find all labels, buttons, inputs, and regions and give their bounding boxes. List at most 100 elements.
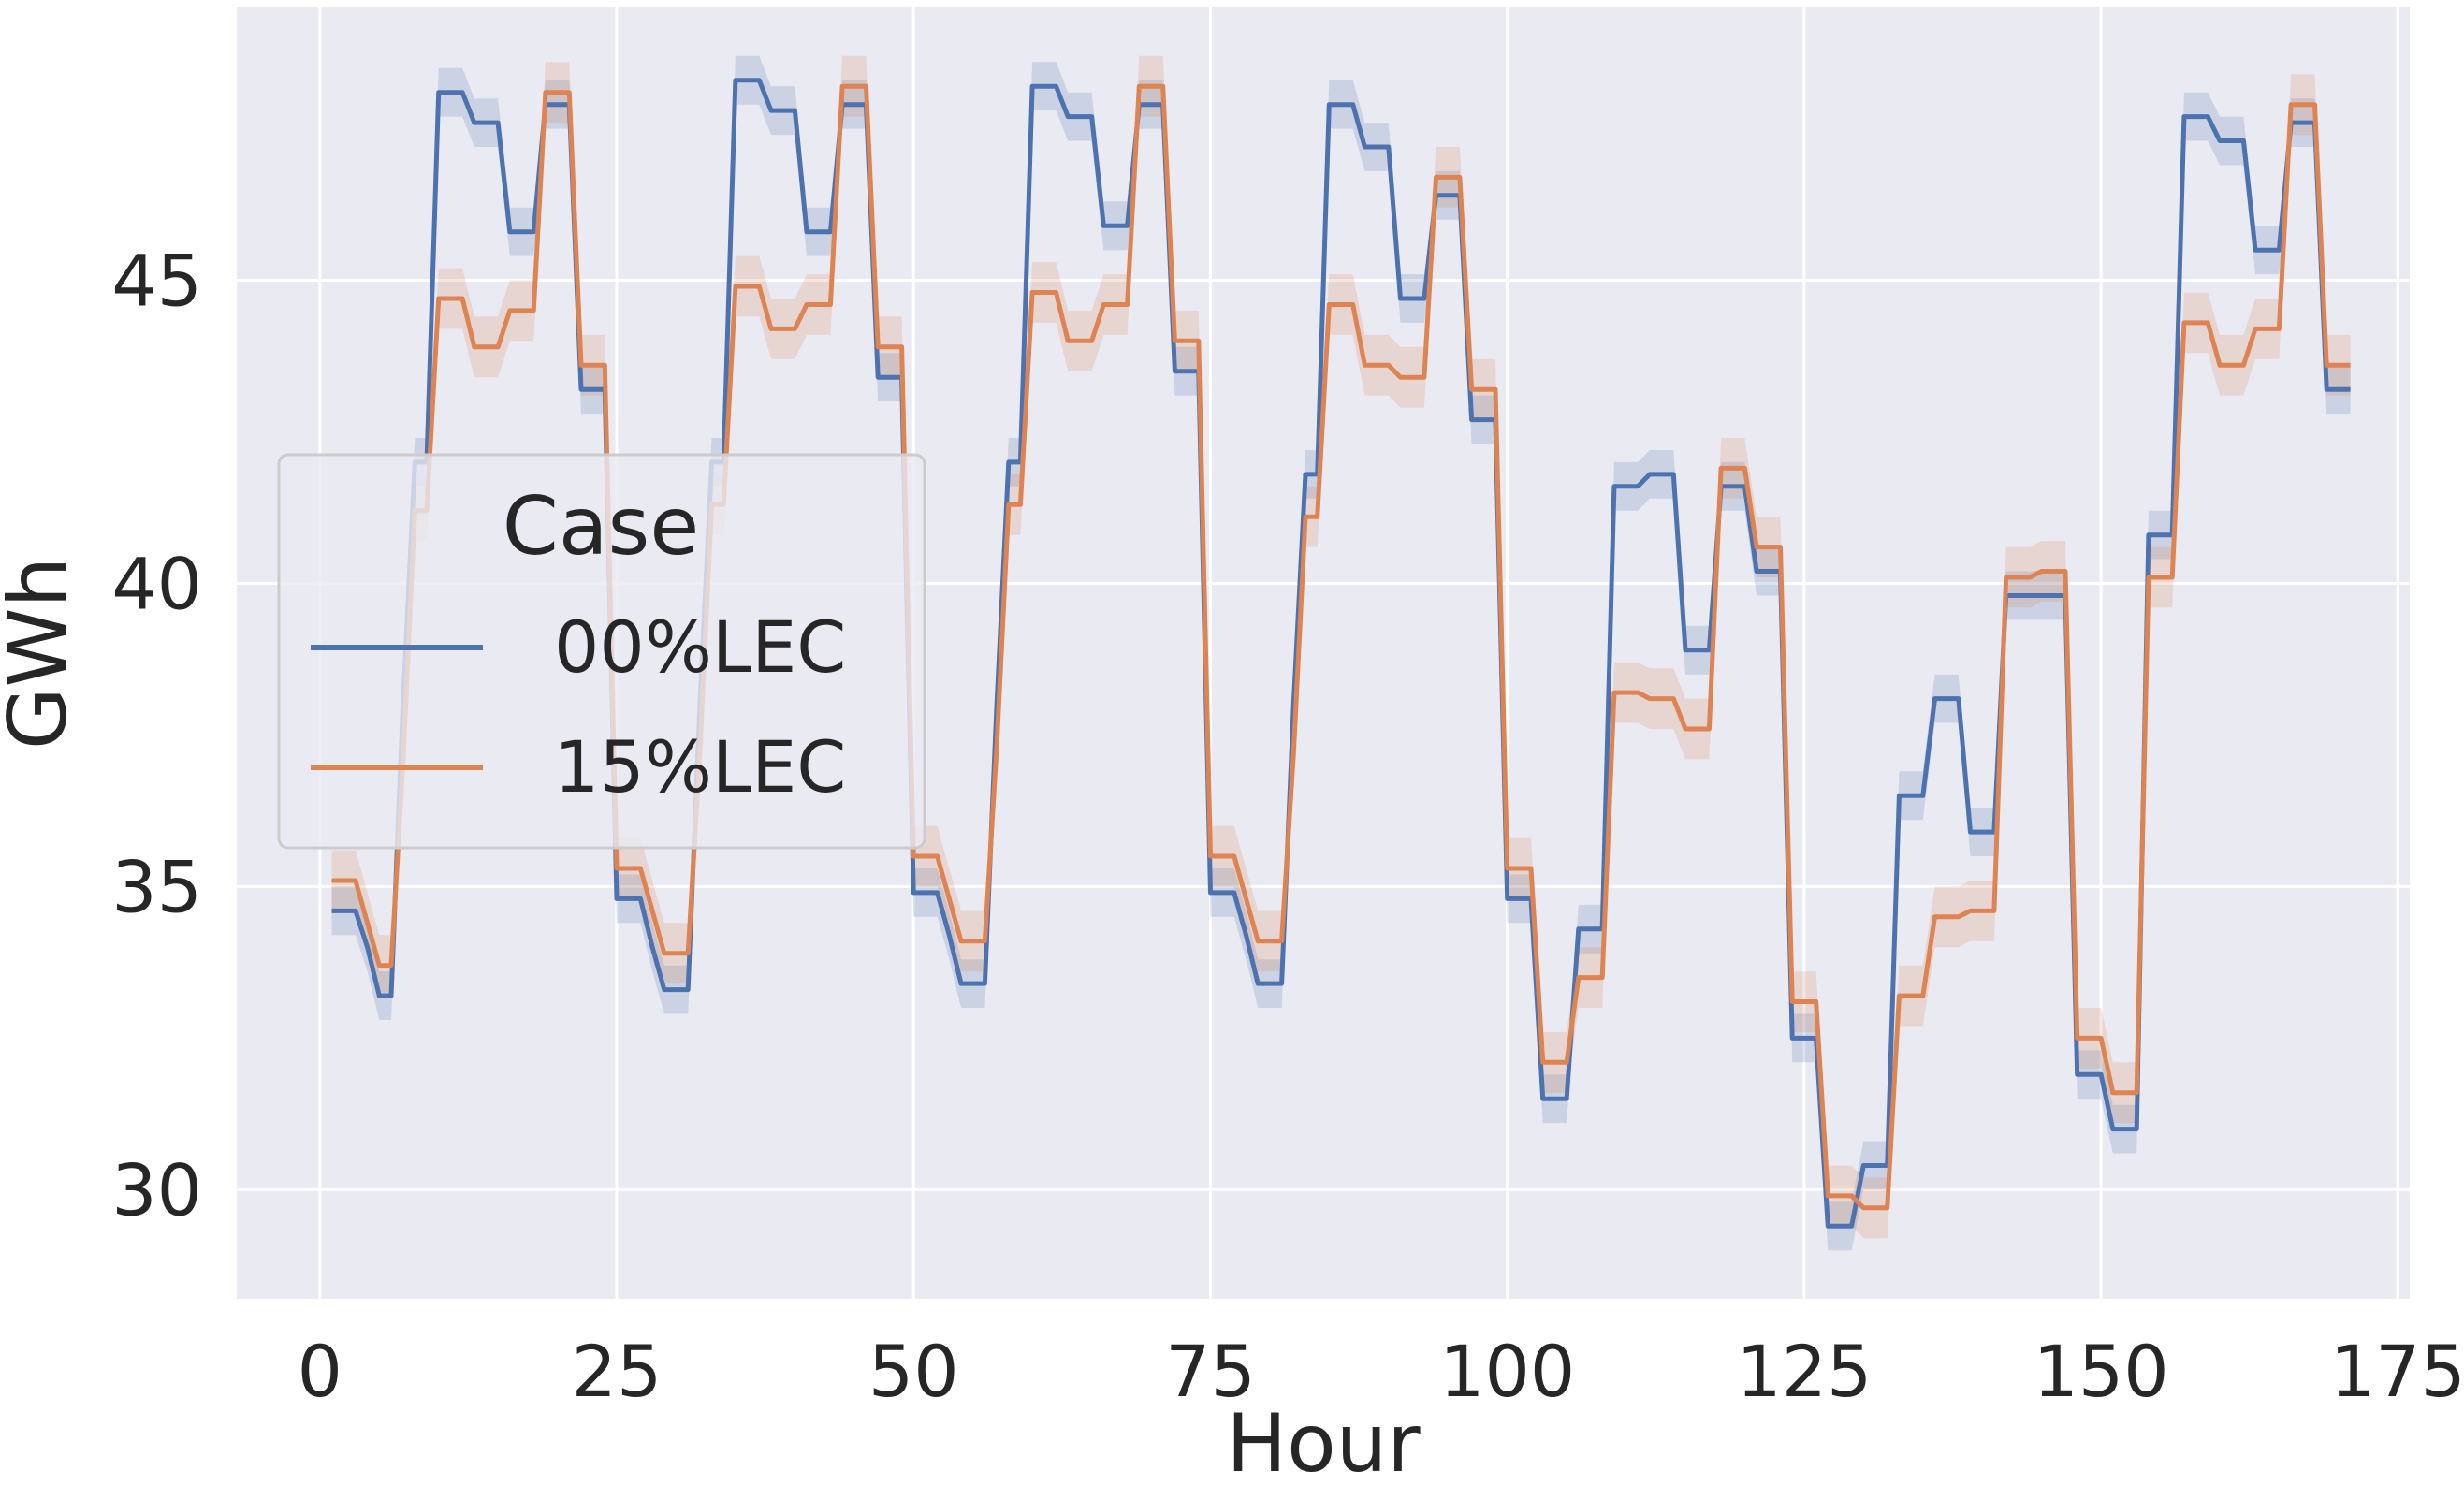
- data-point-00-lec-65: [1386, 145, 1391, 150]
- data-point-15-lec-116: [2289, 102, 2294, 107]
- data-point-15-lec-99: [1991, 909, 1996, 913]
- data-point-00-lec-62: [1327, 102, 1332, 107]
- data-point-15-lec-76: [1576, 975, 1581, 980]
- data-point-15-lec-15: [567, 90, 572, 95]
- data-point-15-lec-18: [615, 867, 620, 871]
- data-point-00-lec-63: [1350, 102, 1355, 107]
- data-point-00-lec-18: [615, 896, 620, 901]
- data-point-00-lec-49: [1125, 224, 1130, 228]
- data-point-15-lec-51: [1160, 84, 1165, 89]
- data-point-15-lec-101: [2028, 575, 2033, 580]
- legend-frame: [277, 453, 926, 850]
- data-point-00-lec-58: [1279, 982, 1284, 986]
- data-point-15-lec-37: [935, 854, 940, 859]
- data-point-15-lec-72: [1505, 867, 1509, 871]
- data-point-15-lec-73: [1529, 867, 1534, 871]
- data-point-00-lec-95: [1920, 794, 1925, 798]
- data-point-15-lec-3: [377, 963, 382, 968]
- y-tick-label-45: 45: [111, 240, 202, 323]
- data-point-15-lec-108: [2146, 575, 2151, 580]
- data-point-15-lec-42: [1006, 502, 1011, 507]
- data-point-15-lec-85: [1742, 466, 1747, 471]
- data-point-00-lec-108: [2146, 532, 2151, 537]
- y-axis-label: GWh: [0, 557, 85, 750]
- series-lines: [329, 78, 2351, 1229]
- data-point-15-lec-106: [2110, 1090, 2115, 1095]
- data-point-15-lec-49: [1125, 302, 1130, 307]
- data-point-15-lec-82: [1684, 727, 1688, 732]
- data-point-15-lec-32: [840, 84, 845, 89]
- y-tick-label-40: 40: [111, 542, 202, 625]
- data-point-15-lec-26: [733, 284, 737, 289]
- y-axis-ticks: 30 35 40 45: [111, 240, 202, 1232]
- data-point-15-lec-84: [1719, 466, 1724, 471]
- data-point-15-lec-62: [1327, 302, 1332, 307]
- data-point-15-lec-92: [1861, 1205, 1866, 1210]
- data-point-15-lec-20: [650, 909, 655, 913]
- data-point-00-lec-107: [2135, 1127, 2139, 1131]
- data-point-00-lec-60: [1304, 472, 1308, 476]
- x-tick-label-125: 125: [1736, 1330, 1872, 1413]
- data-point-00-lec-79: [1636, 484, 1640, 488]
- data-point-15-lec-69: [1457, 175, 1462, 180]
- data-point-00-lec-27: [757, 78, 762, 82]
- y-tick-label-30: 30: [111, 1148, 202, 1231]
- data-point-15-lec-54: [1208, 854, 1213, 859]
- data-point-15-lec-0: [329, 879, 334, 883]
- data-point-00-lec-28: [769, 109, 774, 113]
- data-point-00-lec-96: [1932, 696, 1937, 701]
- confidence-bands: [331, 55, 2351, 1251]
- data-point-15-lec-47: [1089, 339, 1094, 343]
- data-point-15-lec-78: [1611, 691, 1616, 695]
- x-axis-label: Hour: [1226, 1397, 1421, 1491]
- data-point-00-lec-82: [1684, 648, 1688, 652]
- data-point-15-lec-36: [911, 854, 916, 859]
- data-point-00-lec-36: [911, 890, 916, 895]
- data-point-15-lec-10: [472, 344, 476, 349]
- data-point-00-lec-47: [1089, 114, 1094, 119]
- data-point-15-lec-44: [1030, 290, 1035, 295]
- data-point-00-lec-72: [1505, 896, 1509, 901]
- data-point-15-lec-79: [1636, 691, 1640, 695]
- data-point-00-lec-74: [1540, 1097, 1545, 1101]
- data-point-00-lec-67: [1422, 297, 1426, 301]
- data-point-15-lec-27: [757, 284, 762, 289]
- data-point-15-lec-58: [1279, 939, 1284, 943]
- data-point-15-lec-90: [1826, 1193, 1830, 1198]
- data-point-00-lec-3: [377, 994, 382, 998]
- data-point-00-lec-37: [935, 890, 940, 895]
- data-point-00-lec-113: [2241, 138, 2246, 143]
- data-point-15-lec-65: [1386, 363, 1391, 368]
- data-point-15-lec-2: [365, 921, 370, 925]
- data-point-15-lec-103: [2063, 569, 2068, 574]
- data-point-15-lec-64: [1363, 363, 1367, 368]
- data-point-15-lec-60: [1304, 515, 1308, 519]
- data-point-00-lec-75: [1565, 1097, 1569, 1101]
- data-point-00-lec-19: [638, 896, 643, 901]
- data-point-00-lec-54: [1208, 890, 1213, 895]
- data-point-15-lec-107: [2135, 1090, 2139, 1095]
- data-point-00-lec-10: [472, 121, 476, 125]
- data-point-15-lec-118: [2325, 363, 2329, 368]
- data-point-00-lec-98: [1968, 830, 1973, 835]
- data-point-15-lec-77: [1600, 975, 1605, 980]
- data-point-15-lec-96: [1932, 914, 1937, 919]
- data-point-00-lec-26: [733, 78, 737, 82]
- data-point-15-lec-102: [2039, 569, 2044, 574]
- data-point-00-lec-92: [1861, 1163, 1866, 1168]
- legend-title: Case: [503, 480, 699, 574]
- data-point-15-lec-21: [662, 951, 666, 955]
- data-point-15-lec-95: [1920, 994, 1925, 998]
- data-point-00-lec-112: [2218, 138, 2223, 143]
- data-point-15-lec-80: [1647, 696, 1652, 701]
- data-point-00-lec-16: [579, 387, 584, 392]
- x-axis-ticks: 0 25 50 75 100 125 150 175: [298, 1330, 2464, 1413]
- data-point-00-lec-57: [1256, 982, 1261, 986]
- data-point-15-lec-104: [2075, 1036, 2079, 1041]
- data-point-15-lec-31: [828, 302, 833, 307]
- data-point-15-lec-68: [1434, 175, 1438, 180]
- series-line-15-lec: [331, 83, 2351, 1211]
- data-point-00-lec-66: [1398, 297, 1403, 301]
- x-tick-label-175: 175: [2330, 1330, 2464, 1413]
